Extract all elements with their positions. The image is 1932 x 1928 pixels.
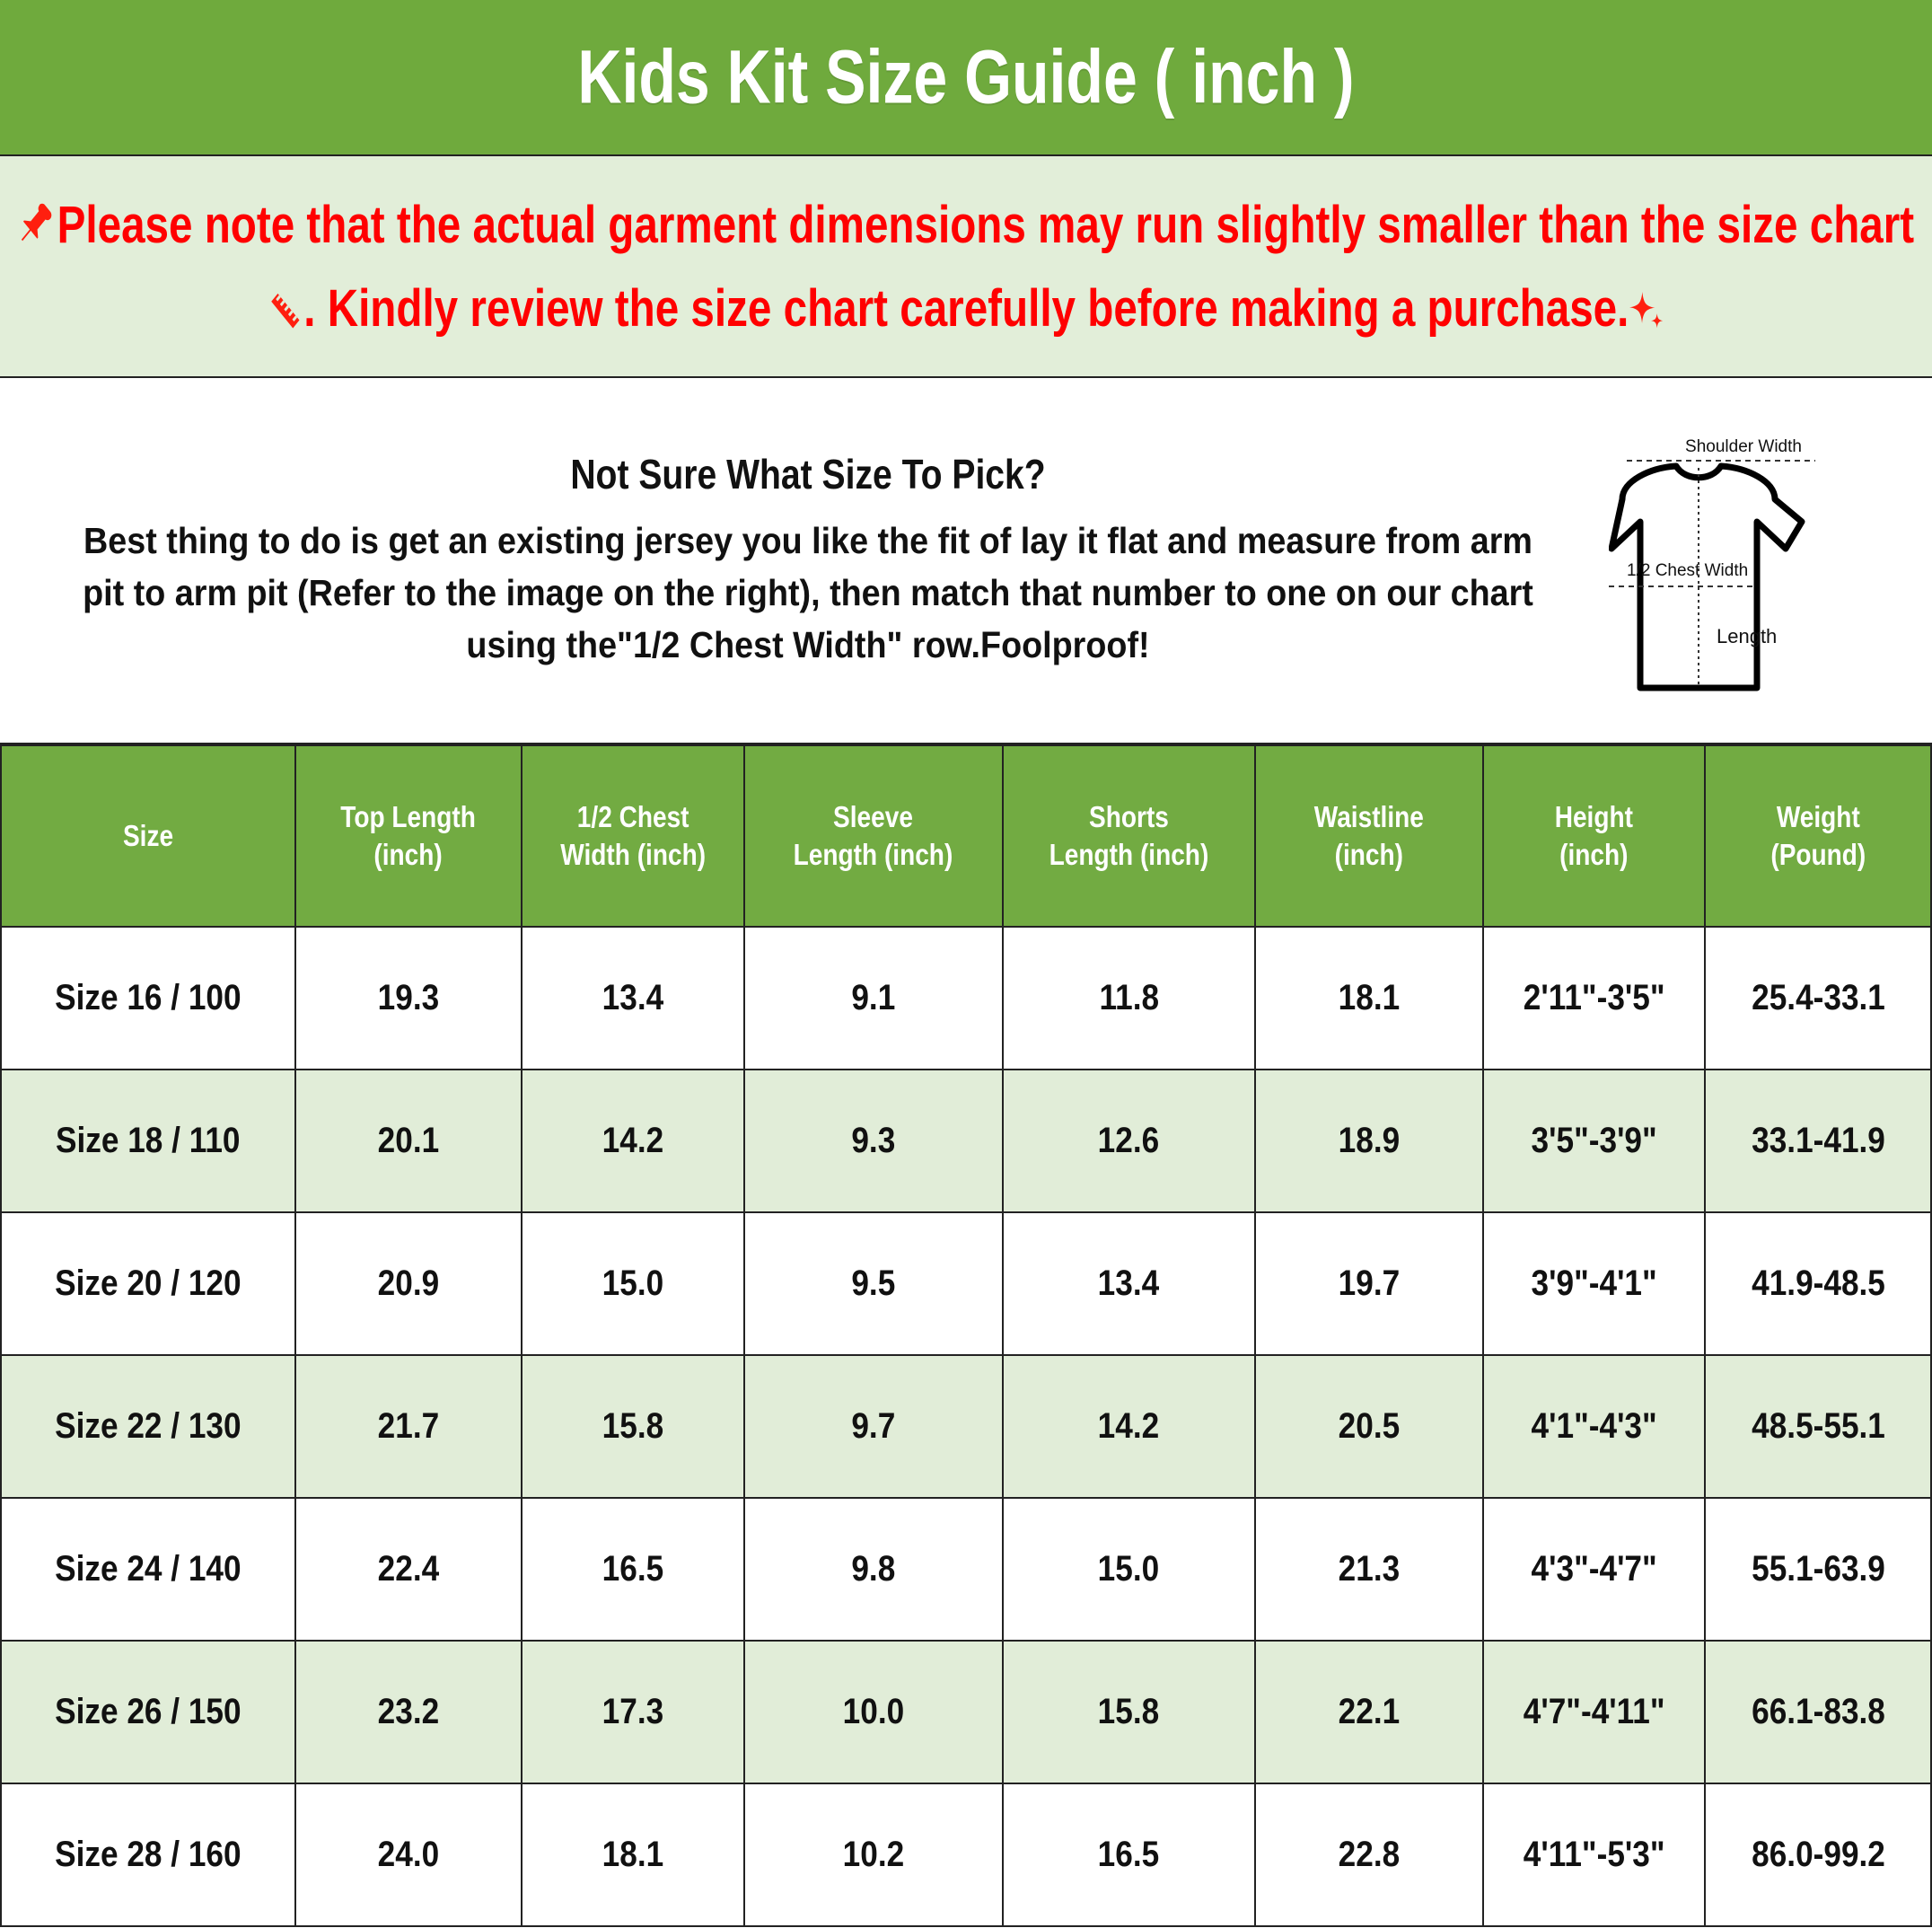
svg-text:1/2 Chest Width: 1/2 Chest Width bbox=[1627, 561, 1748, 580]
svg-text:Shoulder Width: Shoulder Width bbox=[1685, 437, 1802, 456]
svg-text:Length: Length bbox=[1717, 625, 1777, 647]
